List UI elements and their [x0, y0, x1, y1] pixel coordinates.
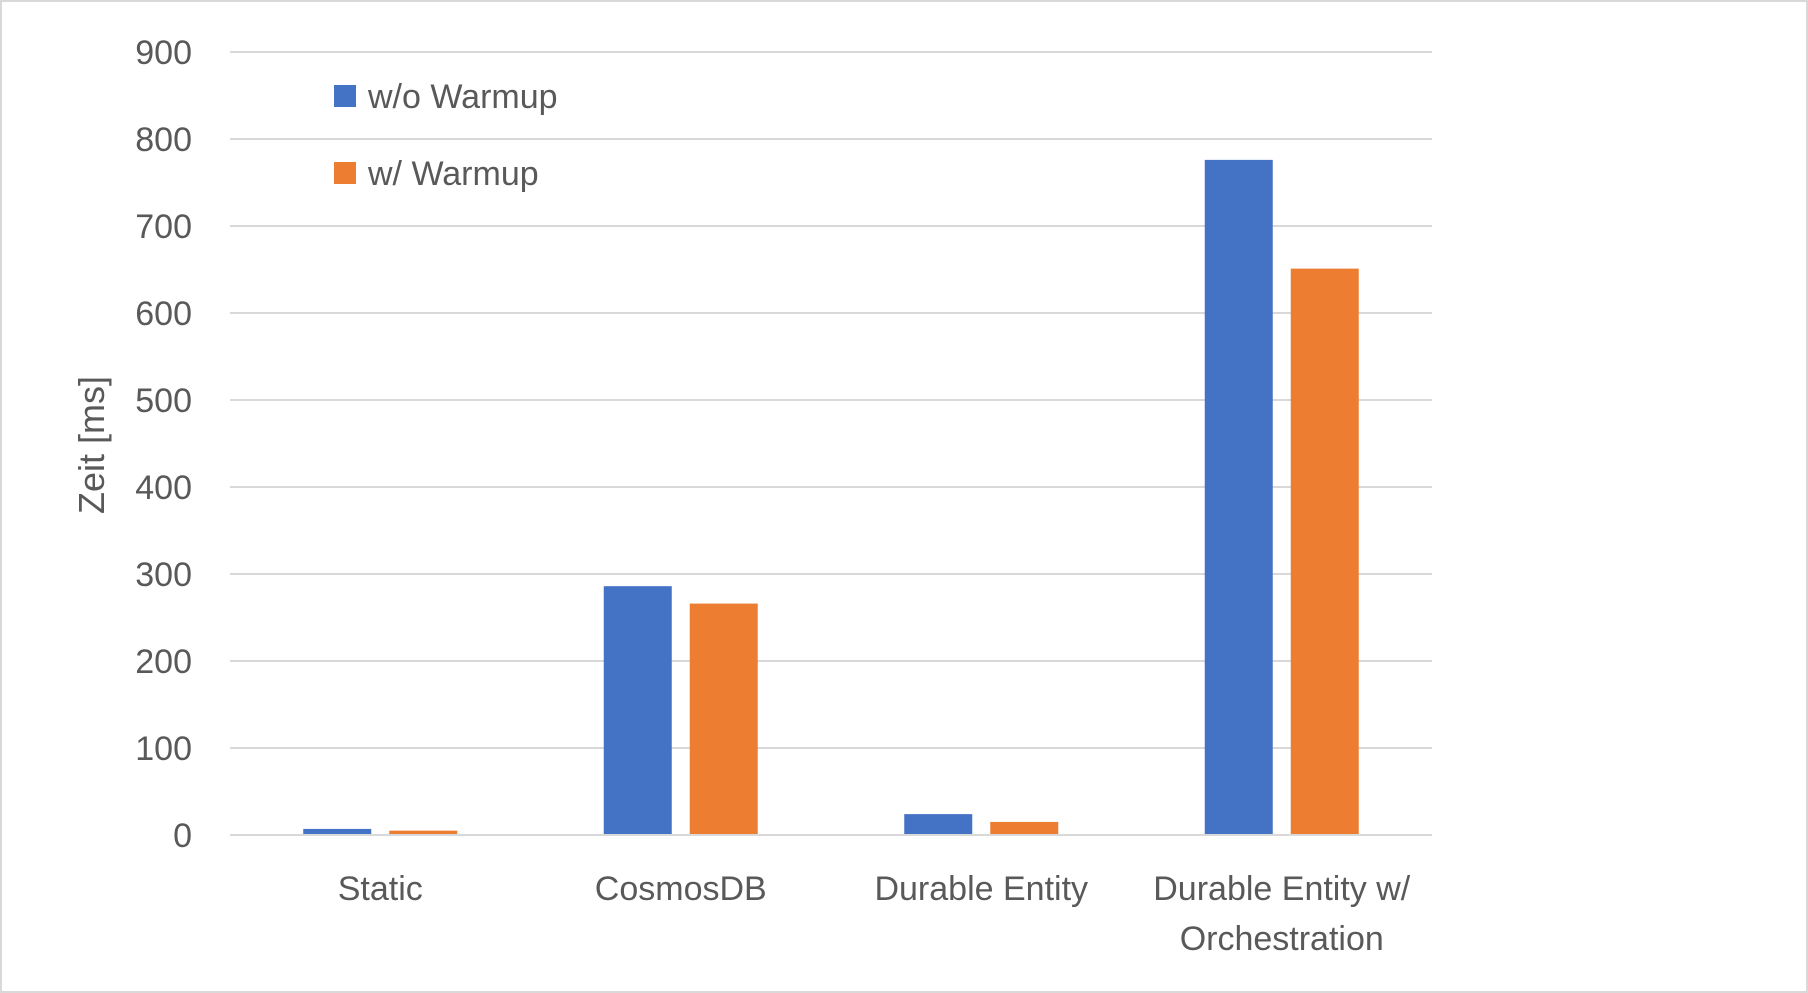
legend-label: w/ Warmup [367, 155, 539, 193]
legend-label: w/o Warmup [367, 78, 558, 116]
legend: w/o Warmup w/ Warmup [334, 78, 558, 193]
y-tick-label: 100 [135, 730, 192, 768]
bar [1204, 159, 1273, 835]
x-tick-label: Durable Entity w/ [1153, 870, 1411, 908]
y-tick-label: 700 [135, 208, 192, 246]
x-tick-label: Durable Entity [874, 870, 1088, 908]
bar [689, 603, 758, 835]
y-tick-label: 300 [135, 556, 192, 594]
gridlines [230, 51, 1432, 749]
y-tick-label: 900 [135, 34, 192, 72]
legend-swatch [334, 85, 356, 107]
y-tick-label: 0 [173, 817, 192, 855]
bar [1290, 268, 1359, 835]
bar [904, 814, 973, 835]
bar [389, 830, 458, 835]
bar [303, 828, 372, 835]
y-tick-label: 600 [135, 295, 192, 333]
y-tick-label: 800 [135, 121, 192, 159]
y-tick-label: 500 [135, 382, 192, 420]
y-tick-label: 400 [135, 469, 192, 507]
x-tick-label: Orchestration [1180, 920, 1384, 958]
legend-swatch [334, 162, 356, 184]
axes: 0 100 200 300 400 500 600 700 800 900 Static Cosmos… [71, 34, 1432, 958]
x-tick-label: CosmosDB [595, 870, 767, 908]
bar [990, 821, 1059, 835]
bar [603, 586, 672, 835]
x-tick-label: Static [338, 870, 423, 908]
y-axis-title: Zeit [ms] [71, 376, 112, 514]
y-tick-label: 200 [135, 643, 192, 681]
bars [303, 159, 1359, 835]
